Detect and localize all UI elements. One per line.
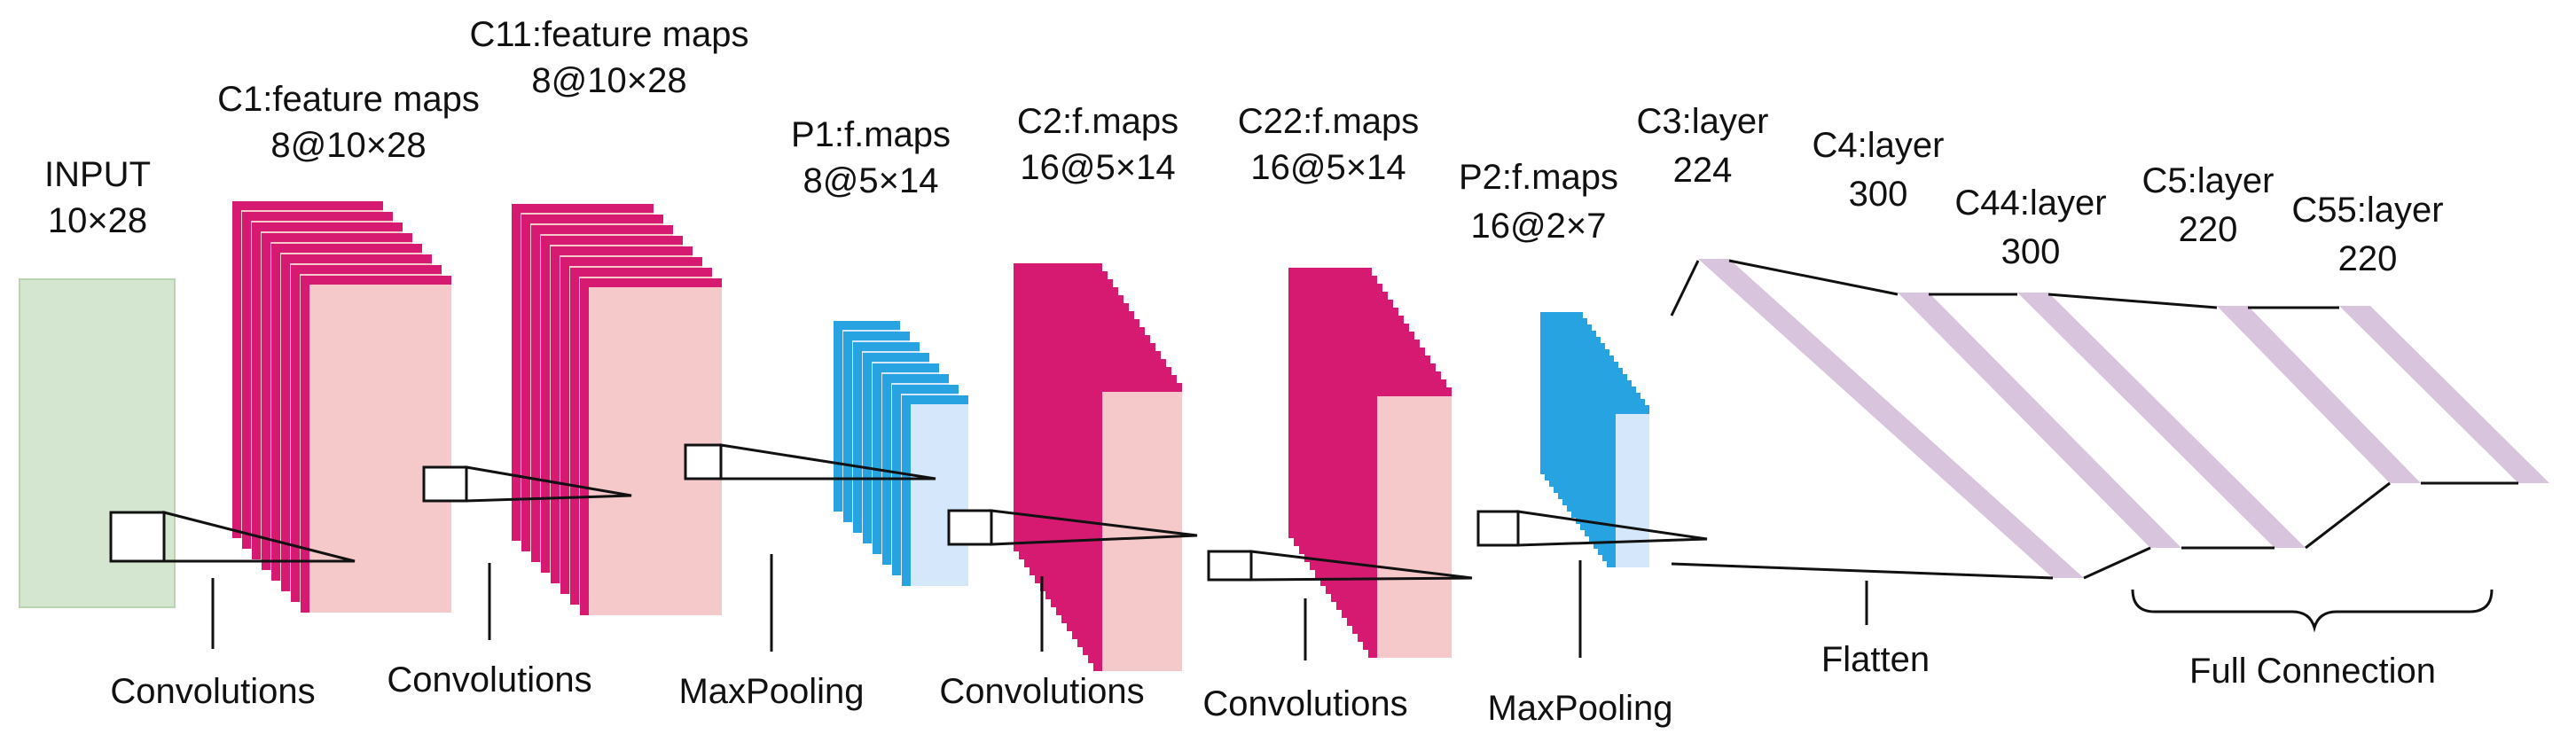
- receptive-field-6: [1476, 510, 1708, 547]
- operation-label-convolutions-1: Convolutions: [110, 672, 315, 711]
- c4-label-name: C4:layer: [1813, 126, 1945, 165]
- c22-label-name: C22:f.maps: [1238, 102, 1420, 141]
- operation-label-convolutions-2: Convolutions: [387, 660, 591, 699]
- c11-label-name: C11:feature maps: [470, 15, 749, 54]
- receptive-field-1: [109, 511, 356, 563]
- p2-feature-map-16: [1616, 414, 1649, 567]
- c22-label-shape: 16@5×14: [1250, 148, 1405, 187]
- receptive-field-4: [947, 509, 1198, 546]
- p2-label-name: P2:f.maps: [1459, 158, 1618, 197]
- input-label-shape: 10×28: [48, 201, 147, 240]
- p1-feature-map-8: [911, 404, 968, 586]
- c44-label-name: C44:layer: [1954, 184, 2106, 223]
- c1-label-shape: 8@10×28: [270, 126, 426, 165]
- c2-feature-map-stack: [1014, 263, 1182, 671]
- p1-label-shape: 8@5×14: [803, 161, 939, 200]
- c5-label-shape: 220: [2179, 210, 2238, 249]
- c44-layer-band: [2017, 293, 2306, 548]
- c4-layer-band: [1898, 293, 2181, 548]
- c11-feature-map-stack: [512, 204, 722, 615]
- p2-feature-map-stack: [1540, 312, 1649, 567]
- p1-label-name: P1:f.maps: [791, 115, 951, 154]
- c1-label-name: C1:feature maps: [217, 80, 480, 119]
- c2-label-shape: 16@5×14: [1020, 148, 1175, 187]
- c5-label-name: C5:layer: [2142, 161, 2275, 200]
- c55-layer-band: [2339, 306, 2549, 483]
- c55-label-shape: 220: [2338, 239, 2398, 278]
- c3-label-name: C3:layer: [1637, 102, 1769, 141]
- c3-layer-band: [1698, 259, 2084, 578]
- p1-feature-map-stack: [834, 321, 968, 586]
- operation-label-maxpooling-1: MaxPooling: [678, 672, 864, 711]
- receptive-field-5: [1207, 550, 1473, 582]
- dense-connection-lines: [1670, 259, 2518, 580]
- operation-label-maxpooling-2: MaxPooling: [1487, 689, 1672, 728]
- c4-label-shape: 300: [1849, 175, 1908, 214]
- full-connection-brace: [2131, 589, 2494, 633]
- c1-feature-map-stack: [232, 201, 451, 613]
- c3-label-shape: 224: [1673, 151, 1733, 190]
- c22-feature-map-16: [1377, 396, 1452, 658]
- c2-label-name: C2:f.maps: [1017, 102, 1178, 141]
- operation-label-full-connection: Full Connection: [2189, 652, 2436, 691]
- c1-feature-map-8: [309, 285, 451, 613]
- receptive-field-2: [422, 465, 632, 503]
- c55-label-name: C55:layer: [2291, 191, 2443, 230]
- c44-label-shape: 300: [2001, 232, 2061, 271]
- c5-layer-band: [2217, 306, 2421, 483]
- input-label-name: INPUT: [44, 155, 151, 194]
- operation-label-convolutions-3: Convolutions: [939, 672, 1144, 711]
- operation-label-flatten: Flatten: [1821, 640, 1930, 679]
- c11-label-shape: 8@10×28: [531, 61, 686, 100]
- receptive-field-3: [684, 443, 936, 480]
- c22-feature-map-stack: [1288, 268, 1452, 658]
- operation-tick-lines: [211, 554, 1868, 660]
- p2-label-shape: 16@2×7: [1471, 207, 1607, 246]
- operation-label-convolutions-4: Convolutions: [1202, 684, 1407, 723]
